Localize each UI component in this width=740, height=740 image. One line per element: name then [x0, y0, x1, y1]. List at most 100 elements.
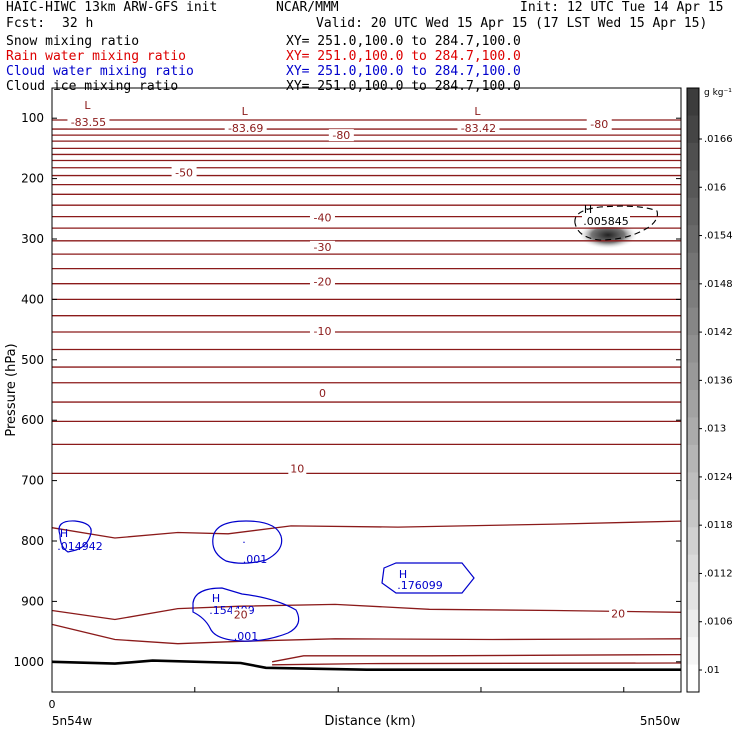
colorbar-swatch	[687, 197, 699, 226]
x-end-label: 5n50w	[640, 714, 681, 728]
colorbar-swatch	[687, 88, 699, 116]
isotherm-label-bg	[316, 387, 328, 400]
field-xy-snow: XY= 251.0,100.0 to 284.7,100.0	[286, 34, 521, 49]
colorbar-swatch	[687, 499, 699, 528]
minimum-marker: L	[474, 105, 481, 118]
colorbar-swatch	[687, 307, 699, 336]
y-tick-label: 800	[21, 534, 44, 548]
cloud-water-max-marker: H	[399, 568, 407, 581]
isotherm-label: -80	[590, 118, 608, 131]
isotherm-line	[51, 520, 682, 539]
colorbar-swatch	[687, 527, 699, 556]
isotherm-line	[272, 662, 682, 666]
isotherm-line	[51, 623, 682, 645]
colorbar-swatch	[687, 225, 699, 254]
colorbar-swatch	[687, 637, 699, 666]
y-tick-label: 500	[21, 353, 44, 367]
cloud-water-contour	[381, 562, 475, 594]
minimum-value-bg	[67, 116, 110, 129]
cloud-water-contour	[192, 587, 300, 642]
forecast-hours: 32 h	[62, 16, 94, 31]
cloud-water-max-marker: H	[60, 527, 68, 540]
minimum-value: -83.55	[71, 116, 106, 129]
isotherm-label: -40	[313, 211, 331, 224]
isotherm-label: -10	[313, 325, 331, 338]
field-name-rain: Rain water mixing ratio	[6, 49, 187, 64]
colorbar-swatch	[687, 170, 699, 199]
cloud-water-contour-label: .001	[234, 630, 259, 643]
isotherm-line	[271, 653, 682, 663]
isotherm-label-bg	[309, 324, 335, 337]
plot-frame	[51, 87, 682, 693]
colorbar-frame	[686, 87, 700, 693]
cloud-water-contour	[212, 520, 283, 564]
cloud-water-contour	[58, 520, 92, 553]
model-title: HAIC-HIWC 13km ARW-GFS init	[6, 0, 218, 15]
field-name-snow: Snow mixing ratio	[6, 34, 140, 49]
isotherm-label-bg	[609, 607, 628, 620]
colorbar-swatch	[687, 142, 699, 171]
minimum-value-bg	[457, 122, 500, 135]
minimum-value: -83.42	[461, 122, 496, 135]
colorbar-swatch	[687, 472, 699, 501]
colorbar-swatch	[687, 362, 699, 391]
field-name-cloud-ice: Cloud ice mixing ratio	[6, 79, 179, 94]
colorbar-swatch	[687, 664, 699, 693]
x-start-label: 5n54w	[52, 714, 93, 728]
y-tick-label: 100	[21, 111, 44, 125]
colorbar-tick-label: .0124	[704, 472, 733, 483]
colorbar-swatch	[687, 582, 699, 611]
cloud-water-contour-label: .001	[243, 553, 268, 566]
terrain-surface-line	[51, 659, 681, 671]
forecast-label: Fcst:	[6, 16, 46, 31]
colorbar-tick-label: .0106	[704, 617, 733, 628]
colorbar-swatch	[687, 335, 699, 364]
colorbar-tick-label: .0136	[704, 375, 733, 386]
minimum-value-bg	[224, 122, 267, 135]
minimum-marker: L	[242, 105, 249, 118]
y-axis-title: Pressure (hPa)	[4, 343, 19, 436]
y-tick-label: 600	[21, 413, 44, 427]
colorbar-tick-label: .0154	[704, 231, 733, 242]
colorbar-swatch	[687, 280, 699, 309]
colorbar-swatch	[687, 554, 699, 583]
isotherm-label-bg	[309, 275, 335, 288]
isotherm-label-bg	[171, 166, 197, 179]
colorbar-tick-label: .0112	[704, 568, 733, 579]
colorbar-swatch	[687, 390, 699, 418]
y-tick-label: 1000	[13, 655, 44, 669]
y-tick-label: 300	[21, 232, 44, 246]
init-time: Init: 12 UTC Tue 14 Apr 15	[520, 0, 724, 15]
field-xy-cloud-water: XY= 251.0,100.0 to 284.7,100.0	[286, 64, 521, 79]
isotherm-label: -20	[313, 275, 331, 288]
valid-time: Valid: 20 UTC Wed 15 Apr 15 (17 LST Wed …	[316, 16, 708, 31]
isotherm-label: -80	[332, 129, 350, 142]
colorbar-tick-label: .016	[704, 182, 726, 193]
cloud-ice-max-value: .005845	[583, 215, 629, 228]
field-xy-cloud-ice: XY= 251.0,100.0 to 284.7,100.0	[286, 79, 521, 94]
colorbar-swatch	[687, 252, 699, 281]
colorbar-tick-label: .013	[704, 424, 726, 435]
cloud-water-point: .	[242, 533, 246, 546]
colorbar-swatch	[687, 115, 699, 144]
cloud-water-max-value: .176099	[397, 579, 443, 592]
isotherm-label-bg	[328, 129, 354, 142]
isotherm-label: -50	[175, 167, 193, 180]
isotherm-line	[51, 603, 682, 621]
isotherm-label: 0	[319, 387, 326, 400]
y-tick-label: 200	[21, 172, 44, 186]
colorbar-swatch	[687, 609, 699, 638]
isotherm-label-bg	[288, 462, 307, 475]
cloud-ice-max-marker: H	[584, 203, 592, 216]
isotherm-label-bg	[309, 211, 335, 224]
colorbar-tick-label: .0166	[704, 134, 733, 145]
colorbar-tick-label: .0148	[704, 279, 733, 290]
cloud-water-max-value: .014942	[57, 540, 103, 553]
colorbar-tick-label: .01	[704, 665, 720, 676]
colorbar-unit: g kg⁻¹	[704, 88, 732, 98]
colorbar-tick-label: .0118	[704, 520, 733, 531]
y-tick-label: 900	[21, 594, 44, 608]
minimum-marker: L	[84, 99, 91, 112]
cloud-ice-value-bg	[582, 215, 630, 227]
